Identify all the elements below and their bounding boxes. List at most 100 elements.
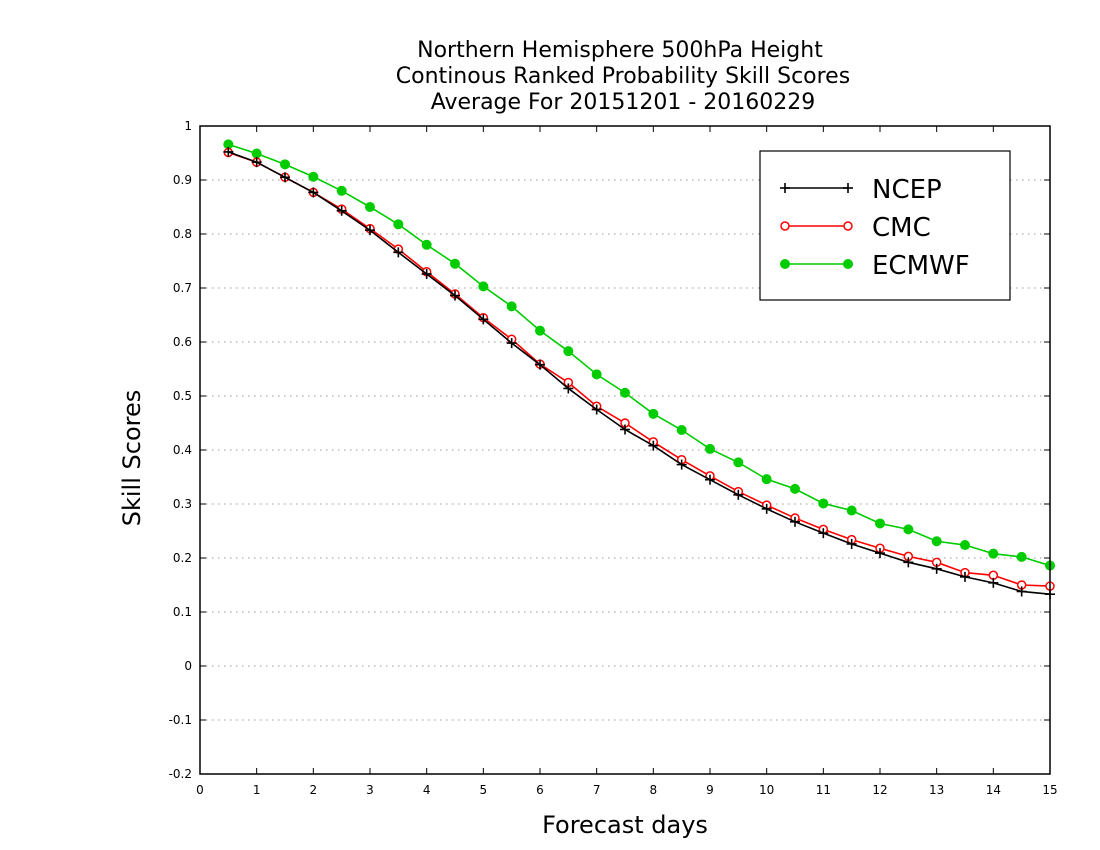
data-series <box>223 139 1055 600</box>
legend-marker <box>780 183 790 193</box>
ecmwf-point <box>875 518 885 529</box>
cmc-line <box>228 151 1051 587</box>
ncep-point <box>535 359 545 370</box>
ncep-point <box>308 187 319 198</box>
ncep-point <box>818 528 829 539</box>
ecmwf-point <box>931 536 942 547</box>
ncep-point <box>280 172 290 183</box>
ecmwf-line <box>228 143 1051 567</box>
legend-marker <box>843 221 853 231</box>
y-tick-label: 0.4 <box>173 443 192 457</box>
ncep-point <box>790 516 800 527</box>
ecmwf-point <box>818 498 829 509</box>
legend-item-ncep: NCEP <box>780 175 942 205</box>
axis-ticks: -0.2-0.100.10.20.30.40.50.60.70.80.910 1 2… <box>169 119 1058 797</box>
ncep-point <box>450 290 460 301</box>
y-tick-label: 1 <box>184 119 192 133</box>
legend-label-ncep: NCEP <box>872 175 942 205</box>
ncep-point <box>875 548 885 559</box>
ecmwf-point <box>733 457 744 468</box>
x-axis-label: Forecast days <box>542 811 708 839</box>
ncep-point <box>676 459 687 470</box>
ncep-point <box>733 489 744 500</box>
y-tick-label: 0.9 <box>173 173 192 187</box>
ncep-point <box>705 474 715 485</box>
x-tick-label: 9 <box>706 783 714 797</box>
y-tick-label: 0.1 <box>173 605 192 619</box>
chart-title-line-1: Northern Hemisphere 500hPa Height <box>417 38 823 63</box>
x-tick-label: 5 <box>480 783 488 797</box>
ncep-point <box>1016 586 1027 597</box>
ncep-point <box>903 557 914 568</box>
x-tick-label: 10 <box>759 783 774 797</box>
ecmwf-point <box>280 159 290 170</box>
ecmwf-point <box>988 548 999 559</box>
chart-title-line-3: Average For 20151201 - 20160229 <box>431 90 816 115</box>
ecmwf-point <box>1016 551 1027 562</box>
legend-marker <box>780 221 790 231</box>
legend-marker <box>843 183 853 193</box>
legend-marker <box>843 259 853 269</box>
x-tick-label: 13 <box>929 783 944 797</box>
ecmwf-point <box>421 239 432 250</box>
ncep-point <box>960 571 970 582</box>
ncep-point <box>591 404 602 415</box>
ecmwf-point <box>393 219 404 230</box>
ncep-point <box>393 247 404 258</box>
x-tick-label: 6 <box>536 783 544 797</box>
chart-title-line-2: Continous Ranked Probability Skill Score… <box>396 64 850 89</box>
y-tick-label: -0.1 <box>169 713 192 727</box>
y-tick-label: 0 <box>184 659 192 673</box>
x-tick-label: 0 <box>196 783 204 797</box>
ncep-point <box>563 383 574 394</box>
plot-area-frame <box>199 125 1051 775</box>
ncep-point <box>223 146 234 157</box>
y-tick-label: 0.3 <box>173 497 192 511</box>
x-tick-label: 8 <box>650 783 658 797</box>
ecmwf-point <box>450 258 460 269</box>
ncep-point <box>846 538 857 549</box>
legend-label-cmc: CMC <box>872 213 931 243</box>
x-tick-label: 14 <box>986 783 1001 797</box>
ecmwf-point <box>676 425 687 436</box>
x-tick-label: 15 <box>1042 783 1057 797</box>
ecmwf-point <box>308 171 319 182</box>
y-tick-label: 0.8 <box>173 227 192 241</box>
ncep-point <box>365 225 375 236</box>
ncep-point <box>761 503 772 514</box>
legend: NCEP CMC ECMWF <box>759 150 1011 301</box>
ncep-point <box>988 577 999 588</box>
y-tick-label: 0.7 <box>173 281 192 295</box>
ecmwf-point <box>761 474 772 485</box>
ncep-point <box>478 314 489 325</box>
ncep-point <box>931 563 942 574</box>
ecmwf-point <box>478 281 489 292</box>
ncep-point <box>251 157 262 168</box>
ecmwf-point <box>846 505 857 516</box>
y-axis-label: Skill Scores <box>118 390 146 527</box>
x-tick-label: 11 <box>816 783 831 797</box>
y-tick-label: -0.2 <box>169 767 192 781</box>
ecmwf-point <box>705 443 715 454</box>
ncep-point <box>620 424 630 435</box>
ecmwf-point <box>506 301 517 312</box>
ecmwf-point <box>903 524 914 535</box>
ecmwf-point <box>960 540 970 551</box>
ncep-point <box>336 205 347 216</box>
x-tick-label: 12 <box>872 783 887 797</box>
x-tick-label: 2 <box>310 783 318 797</box>
legend-item-cmc: CMC <box>780 213 931 243</box>
y-tick-label: 0.6 <box>173 335 192 349</box>
ecmwf-point <box>336 185 347 196</box>
ecmwf-point <box>251 148 262 159</box>
ecmwf-point <box>790 483 800 494</box>
x-tick-label: 3 <box>366 783 374 797</box>
ecmwf-point <box>365 202 375 212</box>
ncep-point <box>648 440 659 451</box>
legend-label-ecmwf: ECMWF <box>872 251 970 281</box>
ecmwf-point <box>620 387 630 398</box>
ncep-point <box>506 338 517 349</box>
ecmwf-point <box>648 408 659 419</box>
y-tick-label: 0.5 <box>173 389 192 403</box>
